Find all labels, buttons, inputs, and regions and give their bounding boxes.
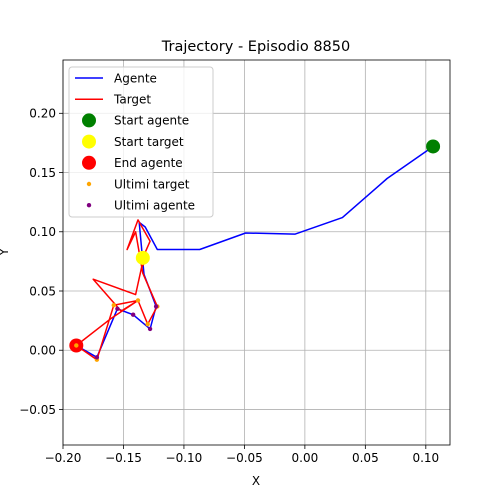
axis-ticks: −0.20 −0.15 −0.10 −0.05 0.00 0.05 0.10 −0.05 0.0…	[19, 107, 439, 465]
start-target-point	[135, 250, 150, 265]
legend: Agente Target Start agente Start target End …	[68, 66, 214, 218]
legend-start-agente-label: Start agente	[114, 114, 189, 128]
y-axis-label: Y	[0, 248, 11, 257]
ultimi-agente-point	[147, 326, 153, 332]
ultimi-target-point	[74, 343, 79, 348]
x-tick-label: 0.05	[352, 451, 379, 465]
ultimi-target-point	[145, 321, 150, 327]
legend-ultimi-target-swatch	[86, 181, 92, 187]
y-tick-label: 0.15	[29, 166, 56, 180]
axes-frame	[62, 59, 451, 446]
y-tick-label: 0.00	[29, 344, 56, 358]
x-tick-label: 0.00	[292, 451, 319, 465]
ultimi-agente-point	[153, 304, 159, 309]
y-tick-label: −0.05	[19, 403, 56, 417]
legend-ultimi-agente-label: Ultimi agente	[114, 199, 195, 213]
x-tick-label: −0.15	[105, 451, 142, 465]
y-tick-label: 0.05	[29, 284, 56, 298]
ultimi-agente-point	[94, 355, 100, 360]
x-tick-label: −0.20	[45, 451, 82, 465]
legend-box	[68, 66, 214, 218]
y-tick-label: 0.20	[29, 107, 56, 121]
legend-ultimi-target-label: Ultimi target	[114, 177, 190, 191]
x-tick-label: −0.10	[166, 451, 203, 465]
plot-area	[69, 139, 441, 362]
y-tick-label: 0.10	[29, 225, 56, 239]
x-tick-label: −0.05	[226, 451, 263, 465]
agente-line	[75, 145, 434, 359]
legend-end-agente-swatch	[82, 155, 96, 170]
x-tick-label: 0.10	[412, 451, 439, 465]
legend-target-label: Target	[113, 93, 151, 107]
chart-title: Trajectory - Episodio 8850	[161, 39, 350, 55]
legend-start-agente-swatch	[82, 113, 96, 128]
legend-ultimi-agente-swatch	[86, 203, 92, 208]
ultimi-agente-point	[115, 306, 120, 311]
ultimi-agente-point	[130, 312, 136, 317]
x-axis-label: X	[252, 474, 260, 488]
ultimi-target-point	[111, 303, 116, 308]
legend-start-target-label: Start target	[114, 135, 184, 149]
legend-agente-label: Agente	[114, 71, 157, 85]
start-agente-point	[426, 139, 441, 154]
ultimi-target-point	[135, 298, 141, 303]
legend-end-agente-label: End agente	[114, 156, 183, 170]
legend-start-target-swatch	[82, 134, 96, 149]
